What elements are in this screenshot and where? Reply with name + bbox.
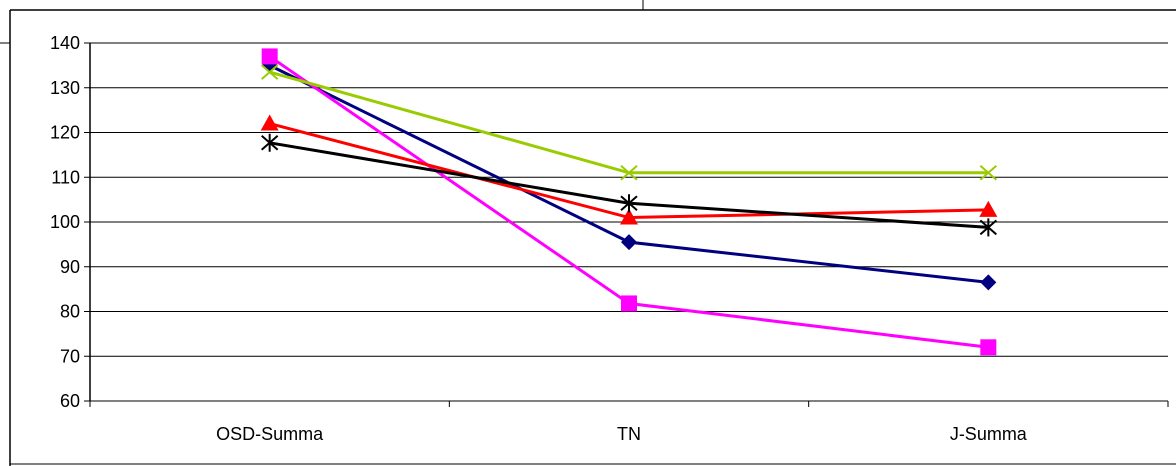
x-tick-label-0: OSD-Summa bbox=[216, 424, 324, 444]
series-2-point-1 bbox=[620, 208, 638, 225]
y-tick-label-130: 130 bbox=[50, 78, 80, 98]
series-1-point-2 bbox=[980, 339, 997, 356]
series-3-point-1 bbox=[620, 165, 638, 181]
series-0-point-2 bbox=[980, 274, 997, 291]
y-tick-label-80: 80 bbox=[60, 302, 80, 322]
x-axis-ticks: OSD-Summa TN J-Summa bbox=[89, 401, 1169, 444]
series-0-point-1 bbox=[621, 234, 637, 251]
y-tick-label-60: 60 bbox=[60, 391, 80, 411]
series-3-point-0 bbox=[261, 64, 279, 80]
y-tick-label-90: 90 bbox=[60, 257, 80, 277]
series-3-point-2 bbox=[979, 165, 997, 181]
x-tick-label-1: TN bbox=[617, 424, 641, 444]
series-1-point-1 bbox=[621, 295, 637, 312]
y-axis-ticks: 60 70 80 90 100 110 120 130 140 bbox=[50, 33, 91, 411]
y-tick-label-100: 100 bbox=[50, 212, 80, 232]
series-1-point-0 bbox=[261, 48, 278, 65]
y-tick-label-120: 120 bbox=[50, 123, 80, 143]
series-4-point-2 bbox=[979, 218, 997, 237]
series-2-point-2 bbox=[979, 200, 998, 217]
series-4-point-1 bbox=[620, 194, 638, 213]
y-tick-label-110: 110 bbox=[51, 167, 80, 187]
series-2-point-0 bbox=[260, 114, 279, 131]
y-tick-label-70: 70 bbox=[60, 346, 80, 366]
x-tick-label-2: J-Summa bbox=[950, 424, 1028, 444]
y-tick-label-140: 140 bbox=[50, 33, 80, 53]
series-markers bbox=[260, 48, 998, 356]
series-3-line bbox=[269, 70, 989, 175]
series-4-point-0 bbox=[261, 133, 279, 152]
